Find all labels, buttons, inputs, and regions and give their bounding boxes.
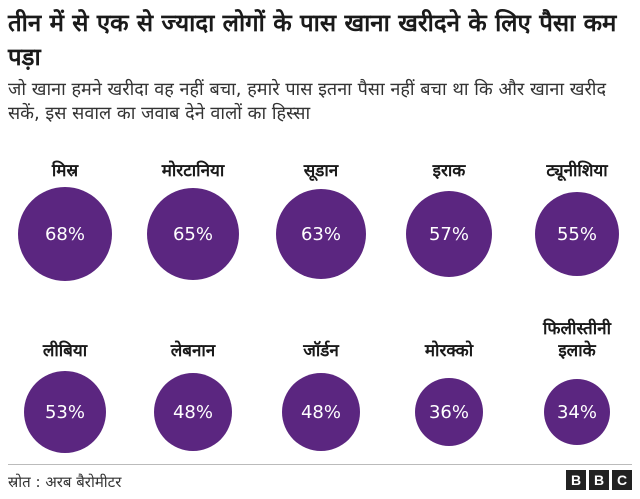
- country-label: मोरटानिया: [161, 161, 225, 181]
- value-label: 36%: [428, 401, 469, 423]
- value-label: 55%: [556, 223, 597, 245]
- country-label: लेबनान: [170, 341, 216, 361]
- country-label: फिलीस्तीनी इलाके: [543, 319, 611, 361]
- value-label: 48%: [300, 401, 341, 423]
- value-bubble: 48%: [282, 373, 360, 451]
- value-bubble: 63%: [276, 189, 366, 279]
- value-label: 57%: [428, 223, 469, 245]
- chart-subtitle: जो खाना हमने खरीदा वह नहीं बचा, हमारे पा…: [8, 79, 607, 124]
- country-label: मिस्र: [51, 161, 79, 181]
- country-label: सूडान: [303, 161, 339, 181]
- value-label: 68%: [44, 223, 85, 245]
- footer-divider: [8, 464, 632, 465]
- bbc-logo-letter-3: C: [612, 470, 632, 490]
- value-bubble: 68%: [18, 187, 112, 281]
- country-label: मोरक्को: [424, 341, 474, 361]
- value-bubble: 65%: [147, 188, 239, 280]
- value-bubble: 55%: [535, 192, 619, 276]
- value-bubble: 48%: [154, 373, 232, 451]
- chart-title: तीन में से एक से ज्यादा लोगों के पास खान…: [8, 9, 617, 71]
- value-bubble: 34%: [544, 379, 610, 445]
- value-label: 53%: [44, 401, 85, 423]
- bbc-logo-letter-2: B: [589, 470, 609, 490]
- value-label: 63%: [300, 223, 341, 245]
- country-label: लीबिया: [42, 341, 88, 361]
- value-bubble: 36%: [415, 378, 483, 446]
- value-label: 65%: [172, 223, 213, 245]
- bbc-logo: B B C: [566, 470, 632, 490]
- source-note: स्रोत : अरब बैरोमीटर: [8, 473, 122, 491]
- value-bubble: 53%: [24, 371, 106, 453]
- value-bubble: 57%: [406, 191, 492, 277]
- value-label: 34%: [556, 401, 597, 423]
- country-label: ट्यूनीशिया: [546, 161, 608, 181]
- country-label: जॉर्डन: [303, 341, 339, 361]
- bbc-logo-letter-1: B: [566, 470, 586, 490]
- value-label: 48%: [172, 401, 213, 423]
- country-label: इराक: [432, 161, 466, 181]
